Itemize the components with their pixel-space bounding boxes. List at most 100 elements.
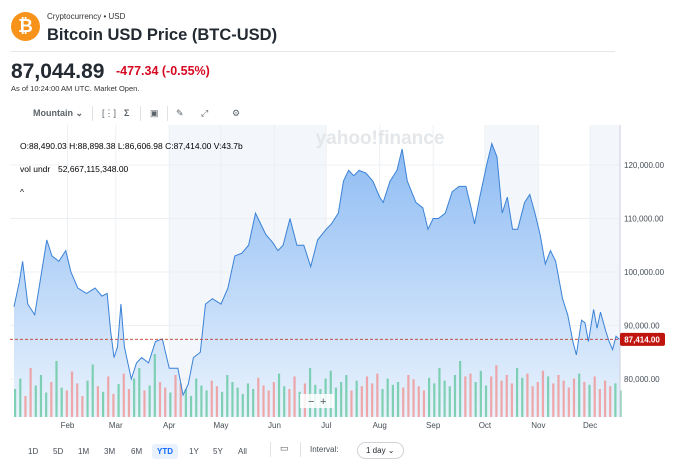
range-button-6m[interactable]: 6M [131,447,143,456]
volume-bar [531,386,534,417]
volume-bar [14,389,17,417]
volume-bar [578,373,581,417]
volume-bar [552,383,555,417]
range-button-1y[interactable]: 1Y [189,447,199,456]
current-price: 87,044.89 [11,60,105,83]
price-line [13,141,620,397]
volume-bar [179,383,182,417]
volume-bar [19,378,22,417]
volume-bar [277,373,281,417]
range-button-1m[interactable]: 1M [78,447,90,456]
volume-bar [39,375,43,417]
volume-legend-value: 52,667,115,348.00 [58,164,129,174]
toolbar-divider [140,106,141,121]
range-button-ytd[interactable]: YTD [152,444,178,459]
volume-bar [381,389,384,417]
range-button-3m[interactable]: 3M [104,447,116,456]
volume-bar [70,371,74,417]
volume-bar [86,380,89,417]
volume-bar [81,396,84,417]
volume-bar [138,368,141,417]
volume-bar [376,373,379,417]
interval-dropdown[interactable]: 1 day ⌄ [357,442,404,459]
yahoo-finance-watermark: yahoo!finance [316,128,445,149]
volume-bar [65,390,68,417]
calendar-icon[interactable]: ▭ [280,443,289,453]
volume-bar [479,370,482,417]
volume-bar [298,391,301,417]
ohlc-legend: O:88,490.03 H:88,898.38 L:86,606.98 C:87… [20,141,243,151]
chart-type-dropdown[interactable]: Mountain ⌄ [33,108,84,118]
volume-bar [495,365,498,417]
volume-bar [340,382,343,417]
x-tick-label: Sep [426,421,441,430]
volume-bar [215,386,219,417]
volume-bar [614,383,617,417]
fullscreen-icon[interactable]: ⤢ [201,108,209,118]
volume-bar [536,382,539,417]
x-tick-label: Jun [268,421,281,430]
volume-bar [448,386,451,417]
bitcoin-logo-icon: ₿ [11,12,40,41]
volume-bar [76,383,79,417]
volume-bar [169,392,172,417]
volume-bar [267,390,270,417]
volume-bar [189,396,193,417]
breadcrumb: Cryptocurrency • USD [47,12,126,21]
volume-bar [350,390,353,417]
volume-bar [541,370,545,417]
volume-bar [345,375,348,417]
settings-icon[interactable]: ⚙ [232,108,241,118]
compare-icon[interactable]: [⋮] [102,108,117,118]
collapse-legend-button[interactable]: ^ [20,187,24,197]
indicators-icon[interactable]: Σ [124,108,130,118]
volume-bar [34,385,37,417]
volume-bar [484,385,488,417]
toolbar-divider [167,106,168,121]
volume-bar [148,385,151,417]
volume-bar [583,382,586,417]
price-area [14,143,620,417]
volume-bar [55,361,58,417]
range-button-5y[interactable]: 5Y [213,447,223,456]
volume-legend-label: vol undr [20,164,50,174]
volume-bar [133,378,136,417]
volume-bar [101,391,105,417]
volume-bar [127,389,131,417]
volume-bar [283,386,286,417]
volume-bar [112,393,115,417]
events-icon[interactable]: ▣ [150,108,159,118]
zoom-in-button[interactable]: + [320,396,326,408]
volume-bar [308,368,312,417]
volume-bar [329,370,332,417]
range-button-all[interactable]: All [238,447,247,456]
volume-bar [391,384,394,417]
y-tick-label: 110,000.00 [624,215,664,224]
volume-bar [164,387,167,417]
x-tick-label: Dec [583,421,597,430]
volume-bar [443,380,446,417]
volume-bar [593,376,596,417]
volume-bar [107,376,110,417]
volume-bar [246,383,250,417]
divider [10,51,615,52]
volume-bar [572,378,576,417]
price-chart[interactable]: yahoo!finance 120,000.00 110,000.00 100,00… [0,120,680,440]
volume-bar [117,384,120,417]
volume-bar [205,390,208,417]
x-tick-label: Aug [373,421,387,430]
volume-bar [96,386,99,417]
volume-bar [428,377,431,417]
range-divider [270,442,271,457]
x-tick-label: Feb [61,421,75,430]
draw-icon[interactable]: ✎ [176,108,184,118]
volume-bar [252,389,255,417]
range-button-5d[interactable]: 5D [53,447,64,456]
range-button-1d[interactable]: 1D [28,447,39,456]
range-divider [300,442,301,457]
volume-bar [91,364,94,417]
volume-bar [402,387,405,417]
volume-bar [422,390,426,417]
x-tick-label: Apr [163,421,176,430]
zoom-out-button[interactable]: − [308,396,314,408]
